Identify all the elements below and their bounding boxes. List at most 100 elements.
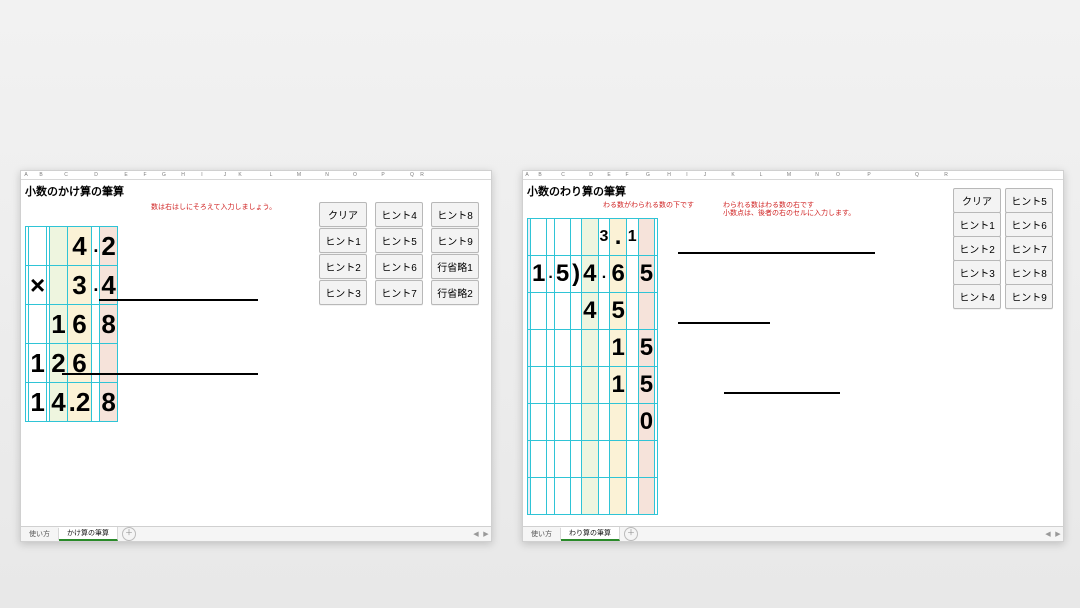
grid-cell[interactable]: .2 — [67, 383, 92, 422]
grid-cell[interactable]: . — [598, 256, 610, 293]
grid-cell[interactable] — [598, 404, 610, 441]
grid-cell[interactable] — [29, 305, 47, 344]
hint-button[interactable]: ヒント4 — [953, 284, 1001, 309]
grid-cell[interactable]: × — [29, 266, 47, 305]
grid-cell[interactable]: 1 — [626, 219, 638, 256]
grid-cell[interactable] — [571, 404, 582, 441]
grid-cell[interactable] — [554, 293, 570, 330]
grid-cell[interactable] — [571, 441, 582, 478]
hint-button[interactable]: クリア — [319, 202, 367, 227]
grid-cell[interactable]: 3 — [67, 266, 92, 305]
grid-cell[interactable] — [582, 330, 598, 367]
grid-cell[interactable]: 1 — [29, 383, 47, 422]
grid-cell[interactable]: 1 — [50, 305, 67, 344]
grid-cell[interactable] — [571, 330, 582, 367]
grid-cell[interactable] — [626, 404, 638, 441]
grid-cell[interactable] — [547, 219, 554, 256]
grid-cell[interactable] — [571, 293, 582, 330]
add-sheet-icon[interactable]: ＋ — [122, 527, 136, 541]
grid-cell[interactable]: 2 — [100, 227, 117, 266]
grid-cell[interactable] — [638, 478, 654, 515]
grid-cell[interactable]: 1 — [531, 256, 547, 293]
grid-cell[interactable]: . — [610, 219, 626, 256]
grid-cell[interactable] — [554, 367, 570, 404]
grid-cell[interactable] — [547, 441, 554, 478]
hint-button[interactable]: ヒント5 — [375, 228, 423, 253]
grid-cell[interactable] — [655, 219, 658, 256]
grid-cell[interactable] — [655, 330, 658, 367]
grid-cell[interactable]: 5 — [638, 256, 654, 293]
grid-cell[interactable] — [547, 404, 554, 441]
hint-button[interactable]: ヒント3 — [319, 280, 367, 305]
hint-button[interactable]: ヒント7 — [375, 280, 423, 305]
grid-cell[interactable] — [655, 441, 658, 478]
grid-cell[interactable]: 3 — [598, 219, 610, 256]
hint-button[interactable]: ヒント5 — [1005, 188, 1053, 213]
grid-cell[interactable]: 4 — [50, 383, 67, 422]
grid-cell[interactable]: 2 — [50, 344, 67, 383]
grid-cell[interactable] — [655, 293, 658, 330]
scroll-right-icon[interactable]: ▶ — [481, 530, 491, 538]
grid-cell[interactable]: ) — [571, 256, 582, 293]
add-sheet-icon[interactable]: ＋ — [624, 527, 638, 541]
grid-cell[interactable] — [554, 441, 570, 478]
hint-button[interactable]: ヒント4 — [375, 202, 423, 227]
grid-cell[interactable] — [92, 344, 100, 383]
hint-button[interactable]: ヒント8 — [1005, 260, 1053, 285]
grid-cell[interactable] — [582, 478, 598, 515]
hint-button[interactable]: ヒント7 — [1005, 236, 1053, 261]
grid-cell[interactable] — [531, 367, 547, 404]
grid-cell[interactable] — [531, 293, 547, 330]
grid-cell[interactable] — [531, 441, 547, 478]
grid-cell[interactable] — [598, 441, 610, 478]
grid-cell[interactable]: 8 — [100, 383, 117, 422]
hint-button[interactable]: ヒント6 — [375, 254, 423, 279]
grid-cell[interactable] — [554, 219, 570, 256]
grid-cell[interactable] — [638, 441, 654, 478]
scroll-left-icon[interactable]: ◀ — [1043, 530, 1053, 538]
grid-cell[interactable]: 5 — [638, 367, 654, 404]
grid-cell[interactable]: 6 — [610, 256, 626, 293]
grid-cell[interactable] — [626, 256, 638, 293]
grid-cell[interactable]: 1 — [29, 344, 47, 383]
grid-cell[interactable] — [655, 367, 658, 404]
grid-cell[interactable] — [638, 219, 654, 256]
grid-cell[interactable] — [655, 404, 658, 441]
grid-cell[interactable] — [626, 478, 638, 515]
grid-cell[interactable] — [531, 478, 547, 515]
grid-cell[interactable] — [92, 305, 100, 344]
grid-cell[interactable]: 4 — [582, 293, 598, 330]
grid-cell[interactable] — [531, 330, 547, 367]
grid-cell[interactable] — [655, 478, 658, 515]
hint-button[interactable]: ヒント1 — [953, 212, 1001, 237]
grid-cell[interactable]: 6 — [67, 344, 92, 383]
hint-button[interactable]: ヒント3 — [953, 260, 1001, 285]
grid-cell[interactable]: 5 — [554, 256, 570, 293]
scroll-right-icon[interactable]: ▶ — [1053, 530, 1063, 538]
grid-cell[interactable]: . — [92, 227, 100, 266]
grid-cell[interactable] — [547, 367, 554, 404]
sheet-tab-active[interactable]: わり算の筆算 — [561, 527, 620, 541]
grid-cell[interactable]: 4 — [67, 227, 92, 266]
grid-cell[interactable] — [610, 404, 626, 441]
sheet-tab-active[interactable]: かけ算の筆算 — [59, 527, 118, 541]
grid-cell[interactable] — [582, 219, 598, 256]
grid-cell[interactable] — [547, 478, 554, 515]
grid-cell[interactable] — [610, 441, 626, 478]
hint-button[interactable]: 行省略1 — [431, 254, 479, 279]
grid-cell[interactable]: 8 — [100, 305, 117, 344]
grid-cell[interactable]: 0 — [638, 404, 654, 441]
grid-cell[interactable]: 6 — [67, 305, 92, 344]
grid-cell[interactable] — [50, 266, 67, 305]
grid-cell[interactable] — [626, 330, 638, 367]
sheet-tab[interactable]: 使い方 — [21, 528, 59, 540]
grid-cell[interactable] — [531, 404, 547, 441]
grid-cell[interactable]: 5 — [610, 293, 626, 330]
grid-cell[interactable]: 1 — [610, 330, 626, 367]
sheet-tab[interactable]: 使い方 — [523, 528, 561, 540]
hint-button[interactable]: クリア — [953, 188, 1001, 213]
grid-cell[interactable] — [626, 441, 638, 478]
grid-cell[interactable] — [598, 478, 610, 515]
grid-cell[interactable] — [100, 344, 117, 383]
grid-cell[interactable] — [571, 367, 582, 404]
